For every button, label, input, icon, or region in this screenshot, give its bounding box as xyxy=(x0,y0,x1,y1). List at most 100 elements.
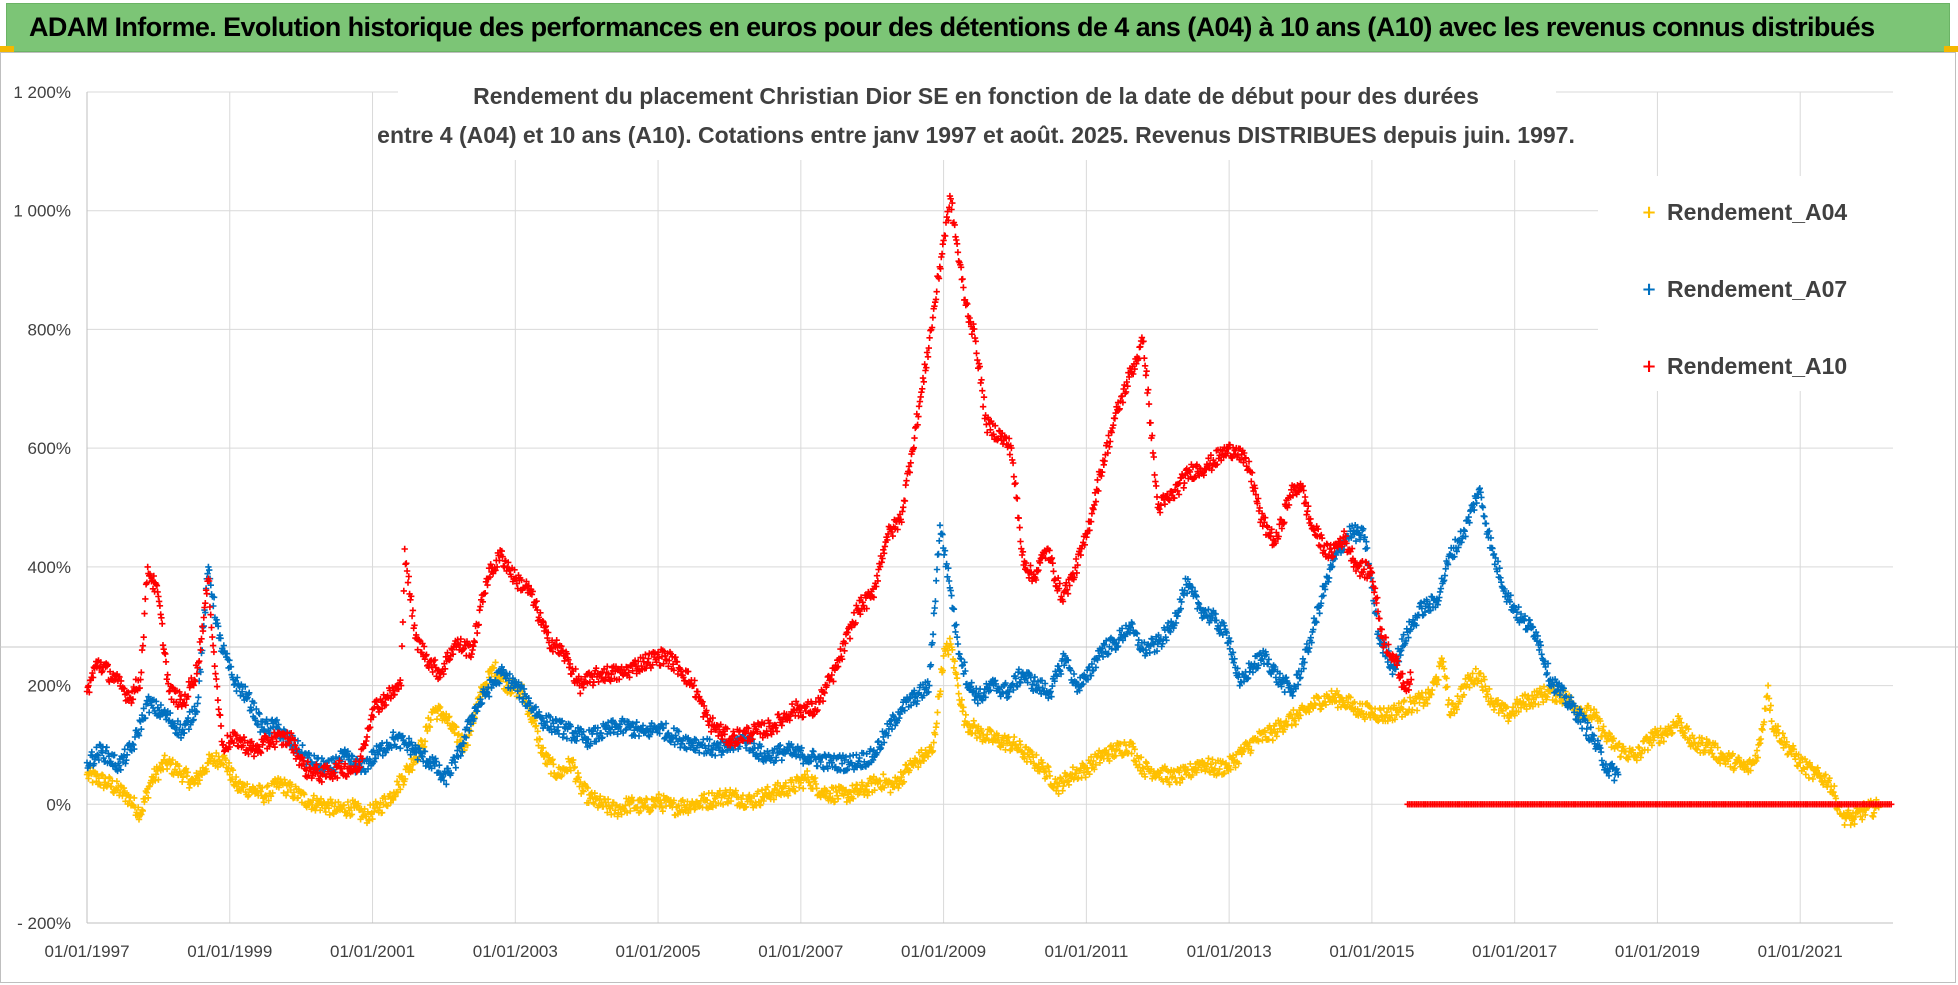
fill-point xyxy=(98,749,106,756)
fill-point xyxy=(1193,769,1200,776)
fill-point xyxy=(575,774,582,781)
fill-point xyxy=(1767,702,1774,709)
data-point xyxy=(954,640,962,648)
fill-point xyxy=(1189,771,1196,779)
plot-series xyxy=(83,192,1895,829)
data-point xyxy=(1297,712,1304,719)
fill-point xyxy=(417,737,425,744)
fill-point xyxy=(169,756,176,764)
fill-point xyxy=(1306,708,1313,716)
x-axis: 01/01/1997 01/01/1999 01/01/2001 01/01/2003… xyxy=(44,942,1842,961)
fill-point xyxy=(597,793,604,800)
fill-point xyxy=(891,783,898,791)
fill-point xyxy=(880,784,888,791)
fill-point xyxy=(1617,753,1625,760)
fill-point xyxy=(960,704,967,711)
fill-point xyxy=(1312,701,1319,709)
fill-point xyxy=(533,722,540,729)
fill-point xyxy=(1847,821,1854,829)
fill-point xyxy=(322,808,329,816)
fill-point xyxy=(211,663,218,670)
fill-point xyxy=(590,800,598,808)
fill-point xyxy=(1435,676,1442,684)
fill-point xyxy=(138,726,145,733)
fill-point xyxy=(1656,739,1663,747)
fill-point xyxy=(1082,774,1089,781)
fill-point xyxy=(429,668,436,676)
fill-point xyxy=(146,709,153,716)
fill-point xyxy=(536,736,544,743)
fill-point xyxy=(140,634,147,641)
data-point xyxy=(1225,762,1233,769)
fill-point xyxy=(299,742,306,749)
fill-point xyxy=(1629,746,1636,754)
fill-point xyxy=(625,795,632,802)
fill-point xyxy=(1774,723,1782,730)
fill-point xyxy=(163,765,171,773)
fill-point xyxy=(1814,764,1821,771)
fill-point xyxy=(1794,763,1801,770)
fill-point xyxy=(1440,665,1448,672)
fill-point xyxy=(1486,685,1493,693)
fill-point xyxy=(1716,760,1724,767)
fill-point xyxy=(659,808,666,815)
fill-point xyxy=(317,795,325,802)
fill-point xyxy=(152,777,159,784)
fill-point xyxy=(1453,706,1460,713)
fill-point xyxy=(409,607,417,614)
fill-point xyxy=(1600,723,1607,730)
fill-point xyxy=(723,789,730,796)
fill-point xyxy=(390,796,397,804)
data-point xyxy=(936,522,944,529)
fill-point xyxy=(1597,717,1604,725)
fill-point xyxy=(217,722,225,730)
fill-point xyxy=(162,658,170,665)
fill-point xyxy=(1347,694,1354,701)
fill-point xyxy=(1535,701,1542,708)
fill-point xyxy=(1845,807,1852,814)
fill-point xyxy=(806,779,813,786)
fill-point xyxy=(622,802,629,809)
fill-point xyxy=(138,669,145,676)
fill-point xyxy=(931,604,938,612)
fill-point xyxy=(113,778,121,785)
fill-point xyxy=(363,733,371,741)
data-point xyxy=(1832,795,1840,802)
fill-point xyxy=(1232,764,1239,771)
fill-point xyxy=(1805,774,1813,782)
fill-point xyxy=(999,741,1007,749)
fill-point xyxy=(213,749,220,757)
fill-point xyxy=(363,813,370,820)
fill-point xyxy=(915,763,922,771)
fill-point xyxy=(1831,782,1838,790)
data-point xyxy=(194,700,201,707)
fill-point xyxy=(403,560,410,567)
fill-point xyxy=(732,787,739,794)
fill-point xyxy=(940,551,948,558)
chart-frame xyxy=(0,52,1956,983)
x-tick-label: 01/01/2021 xyxy=(1758,942,1843,961)
fill-point xyxy=(1674,722,1681,729)
fill-point xyxy=(723,798,731,806)
fill-point xyxy=(464,742,471,749)
y-tick-label: 1 200% xyxy=(13,83,71,102)
fill-point xyxy=(754,788,762,795)
fill-point xyxy=(1676,715,1683,722)
fill-point xyxy=(868,780,875,787)
fill-point xyxy=(945,651,952,658)
fill-point xyxy=(1265,736,1272,743)
fill-point xyxy=(814,762,821,770)
fill-point xyxy=(397,786,404,793)
fill-point xyxy=(549,756,556,763)
fill-point xyxy=(453,724,460,731)
x-tick-label: 01/01/2019 xyxy=(1615,942,1700,961)
fill-point xyxy=(108,783,115,790)
fill-point xyxy=(1205,755,1212,762)
fill-point xyxy=(1315,695,1322,702)
fill-point xyxy=(1087,753,1095,761)
fill-point xyxy=(1765,695,1773,702)
fill-point xyxy=(614,813,621,820)
x-tick-label: 01/01/2001 xyxy=(330,942,415,961)
data-point xyxy=(1764,682,1772,689)
fill-point xyxy=(1131,746,1138,753)
